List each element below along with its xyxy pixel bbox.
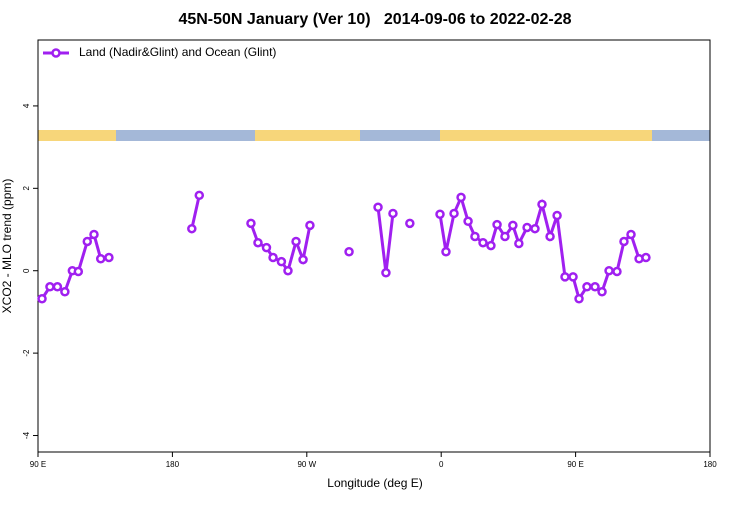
data-point [604, 265, 614, 276]
y-tick-label: -4 [22, 431, 31, 439]
data-point [305, 220, 315, 231]
data-point [522, 222, 532, 233]
data-point [388, 208, 398, 219]
data-point [463, 216, 473, 227]
x-axis-label: Longitude (deg E) [327, 476, 422, 490]
data-point [582, 282, 592, 292]
legend-label: Land (Nadir&Glint) and Ocean (Glint) [79, 45, 276, 59]
y-tick-label: 4 [22, 103, 31, 108]
data-point [612, 266, 622, 277]
data-point [626, 229, 636, 240]
y-tick-label: 2 [22, 186, 31, 191]
data-point [60, 286, 70, 297]
data-point [560, 272, 570, 282]
data-point [194, 190, 205, 201]
data-point [514, 238, 524, 249]
x-tick-label: 90 W [297, 460, 316, 469]
data-point [82, 236, 93, 247]
data-point [574, 293, 584, 304]
x-tick-label: 180 [166, 460, 180, 469]
data-point [456, 192, 466, 203]
x-tick-label: 180 [703, 460, 717, 469]
chart-title: 45N-50N January (Ver 10) 2014-09-06 to 2… [178, 11, 571, 28]
data-point [45, 282, 55, 292]
data-point [373, 202, 383, 213]
data-point [246, 218, 256, 229]
data-point [597, 286, 607, 297]
data-point [291, 236, 301, 247]
data-point [619, 236, 629, 247]
data-point [470, 231, 480, 242]
data-point [441, 247, 451, 257]
data-point [508, 220, 518, 231]
x-tick-label: 90 E [567, 460, 583, 469]
data-point [37, 293, 47, 304]
data-point [530, 223, 540, 234]
data-point [449, 208, 459, 219]
y-axis-label: XCO2 - MLO trend (ppm) [0, 179, 14, 314]
data-point [500, 231, 510, 242]
map-strip [38, 130, 710, 141]
data-point [568, 272, 578, 282]
data-point [545, 231, 555, 242]
y-tick-label: -2 [22, 349, 31, 357]
data-point [52, 282, 63, 292]
legend-marker [51, 48, 61, 58]
data-point [104, 252, 114, 263]
data-point [268, 252, 278, 263]
data-point [344, 247, 354, 257]
data-point [381, 268, 391, 278]
data-point [298, 254, 308, 265]
data-point [89, 229, 99, 240]
plot-frame [37, 39, 711, 453]
data-point [276, 256, 287, 267]
x-tick-label: 90 E [30, 460, 46, 469]
series-line [40, 193, 647, 303]
data-point [552, 210, 562, 221]
data-point [435, 209, 445, 220]
data-point [590, 282, 600, 292]
data-point [253, 237, 263, 248]
data-point [486, 240, 496, 251]
data-point [261, 242, 272, 253]
data-point [283, 265, 293, 276]
data-point [187, 223, 197, 234]
data-point [537, 199, 547, 210]
data-point [492, 219, 502, 230]
data-point [641, 252, 651, 263]
x-tick-label: 0 [439, 460, 444, 469]
y-tick-label: 0 [22, 268, 31, 273]
data-point [478, 237, 488, 248]
data-point [73, 266, 84, 277]
data-point [95, 254, 106, 264]
data-point [405, 218, 415, 229]
